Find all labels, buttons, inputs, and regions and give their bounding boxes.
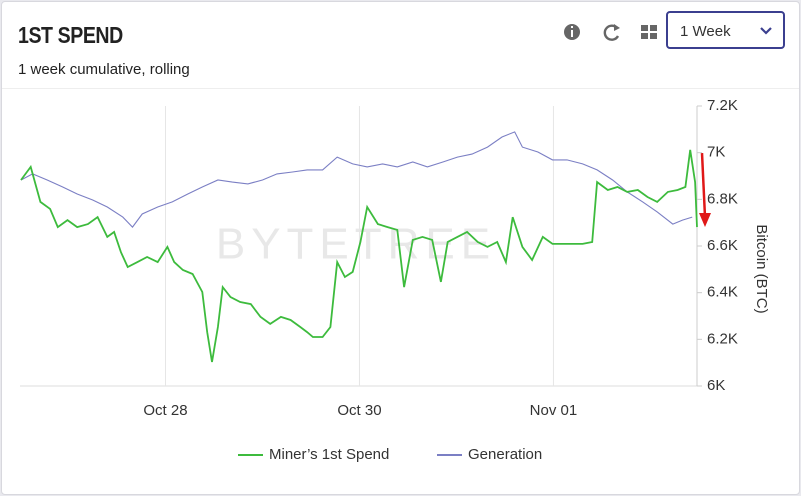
x-tick-label: Oct 30 <box>337 402 381 419</box>
period-dropdown[interactable]: 1 Week <box>666 11 785 49</box>
y-tick-label: 7.2K <box>707 97 738 114</box>
legend-label: Miner’s 1st Spend <box>269 446 389 463</box>
red-arrow <box>699 152 711 227</box>
chevron <box>760 27 772 35</box>
info-icon[interactable] <box>564 24 580 40</box>
series-line <box>20 131 693 228</box>
y-tick-label: 6.2K <box>707 330 738 347</box>
period-value: 1 Week <box>680 23 731 40</box>
y-axis-title: Bitcoin (BTC) <box>753 224 770 313</box>
series-line <box>20 149 698 363</box>
y-tick-label: 6K <box>707 377 725 394</box>
divider <box>2 88 799 89</box>
legend-label: Generation <box>468 446 542 463</box>
refresh-icon[interactable] <box>603 24 620 41</box>
y-tick-label: 6.6K <box>707 237 738 254</box>
widget-title: 1ST SPEND <box>18 22 123 48</box>
toolbar-icons <box>564 24 657 41</box>
widget-subtitle: 1 week cumulative, rolling <box>18 61 190 78</box>
y-tick-label: 7K <box>707 144 725 161</box>
x-tick-label: Oct 28 <box>143 402 187 419</box>
layout-icon[interactable] <box>641 25 657 39</box>
y-tick-label: 6.4K <box>707 284 738 301</box>
y-tick-label: 6.8K <box>707 190 738 207</box>
x-tick-label: Nov 01 <box>530 402 578 419</box>
